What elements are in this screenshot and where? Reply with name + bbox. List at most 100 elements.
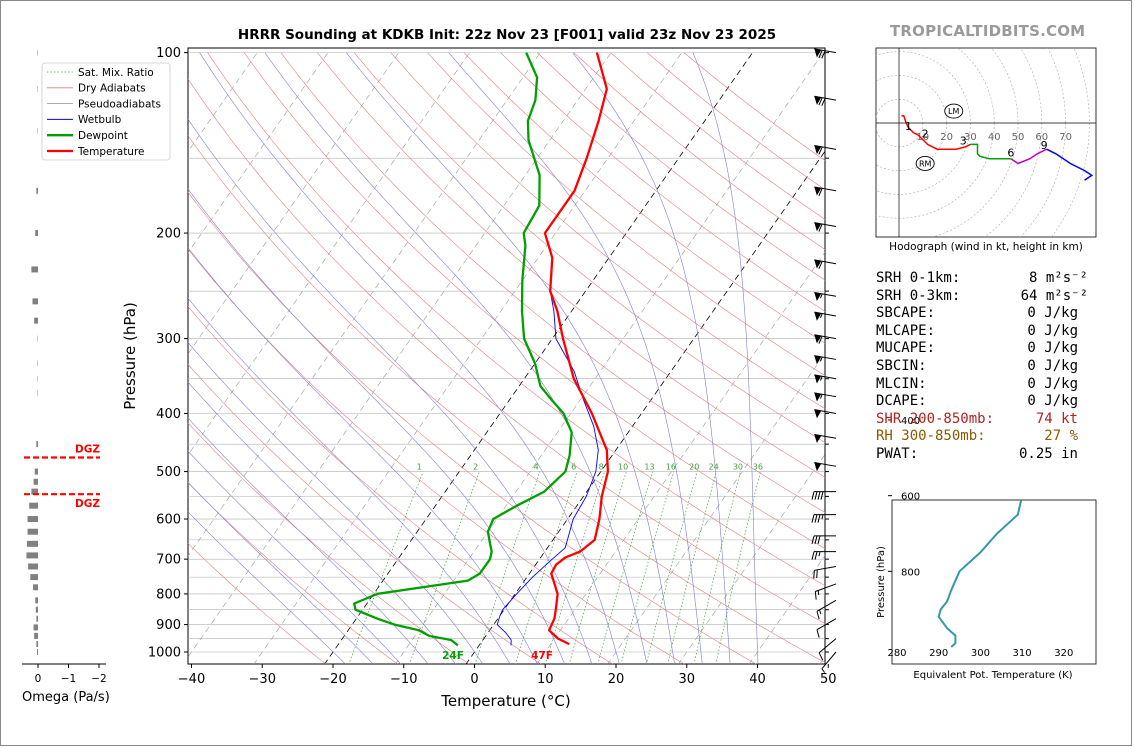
theta-e-y-label: Pressure (hPa)	[876, 546, 887, 618]
barb-staff	[814, 355, 837, 360]
parameter-label: SHR 200-850mb:	[876, 410, 995, 427]
y-tick-label: 600	[156, 513, 181, 528]
omega-bar	[37, 49, 38, 56]
wind-barb	[821, 651, 837, 673]
omega-bar	[27, 528, 38, 535]
omega-axis-label: Omega (Pa/s)	[22, 690, 110, 705]
hodograph-segment	[1046, 148, 1094, 181]
mixing-ratio-label: 2	[473, 463, 478, 472]
parameter-label: SBCIN:	[876, 357, 927, 374]
barb-full	[818, 188, 823, 197]
omega-bar	[35, 606, 38, 613]
dgz-label: DGZ	[75, 443, 100, 455]
barb-staff	[814, 374, 837, 380]
barb-staff	[815, 583, 837, 592]
barb-half	[818, 551, 821, 557]
hodograph-frame	[875, 47, 1097, 238]
omega-bar	[27, 516, 38, 523]
parameter-label: MUCAPE:	[876, 340, 936, 357]
parameter-label: SRH 0-3km:	[876, 287, 961, 304]
x-axis-label: Temperature (°C)	[440, 692, 570, 710]
mixing-ratio-line	[715, 471, 761, 664]
legend-label: Dry Adiabats	[78, 83, 146, 95]
mixing-ratio-label: 24	[709, 463, 719, 472]
barb-staff	[821, 651, 837, 670]
pseudoadiabat	[188, 118, 593, 664]
theta-e-inner	[937, 500, 1023, 648]
parameter-value: 27 %	[1044, 428, 1078, 445]
wind-barb	[811, 514, 836, 523]
mixing-ratio-line	[620, 471, 675, 664]
barb-full	[811, 535, 815, 544]
y-tick-label: 1000	[148, 646, 181, 661]
omega-bar	[37, 390, 38, 397]
dry-adiabat	[188, 306, 614, 664]
pseudoadiabat	[188, 511, 346, 664]
omega-bar	[35, 597, 38, 604]
hodograph-ring-label: 30	[964, 132, 977, 143]
pseudoadiabat	[345, 52, 675, 664]
hodograph-height-label: 9	[1041, 139, 1048, 152]
barb-full	[817, 535, 821, 544]
parameter-row: SRH 0-1km: 8 m²s⁻²	[876, 270, 1096, 288]
omega-bar	[37, 649, 38, 655]
omega-tick-label: 0	[35, 673, 42, 685]
barb-staff	[816, 599, 837, 612]
dry-adiabat	[188, 363, 542, 664]
hodograph-caption: Hodograph (wind in kt, height in km)	[889, 241, 1083, 253]
barb-half	[819, 313, 823, 318]
omega-bar	[37, 86, 38, 93]
theta-e-y-tick-label: 600	[901, 492, 920, 503]
theta-e-x-tick-label: 300	[971, 648, 990, 659]
parameter-row: PWAT: 0.25 in	[876, 446, 1096, 464]
barb-full	[811, 514, 815, 523]
theta-e-x-label: Equivalent Pot. Temperature (K)	[913, 670, 1072, 681]
mixing-ratio-line	[515, 471, 578, 664]
omega-bar	[34, 468, 38, 475]
parameter-value: 0 J/kg	[1027, 305, 1078, 322]
barb-staff	[814, 291, 837, 297]
y-axis-label: Pressure (hPa)	[121, 302, 139, 410]
chart-title: HRRR Sounding at KDKB Init: 22z Nov 23 […	[237, 27, 777, 43]
dry-adiabat	[427, 52, 825, 376]
omega-bar	[34, 632, 38, 639]
barb-full	[818, 97, 823, 106]
barb-pennant	[814, 312, 822, 321]
barb-pennant	[814, 186, 822, 196]
pseudoadiabat	[264, 52, 648, 664]
wind-barb	[814, 409, 837, 419]
mixing-ratio-line	[474, 471, 541, 664]
barb-pennant	[814, 222, 822, 232]
parameter-row: DCAPE: 0 J/kg	[876, 393, 1096, 411]
mixing-ratio-label: 20	[689, 463, 699, 472]
omega-bar	[34, 317, 38, 324]
mixing-ratio-label: 30	[733, 463, 743, 472]
mixing-ratio-label: 13	[644, 463, 654, 472]
surface-dewpoint-label: 24F	[442, 650, 464, 662]
hodograph-height-label: 3	[960, 134, 967, 147]
omega-tick-label: −2	[91, 673, 106, 685]
theta-e-x-tick-label: 320	[1054, 648, 1073, 659]
mixing-ratio-label: 4	[534, 463, 539, 472]
wind-barb	[814, 259, 837, 270]
hodograph-ring-label: 40	[988, 132, 1001, 143]
dry-adiabat	[500, 52, 825, 312]
wind-barb	[814, 355, 837, 365]
barb-full	[818, 146, 823, 155]
barb-pennant	[814, 374, 822, 384]
parameter-row: SBCIN: 0 J/kg	[876, 358, 1096, 376]
hodograph-marker-label: RM	[919, 159, 932, 168]
parameter-value: 74 kt	[1035, 410, 1078, 427]
barb-half	[817, 590, 820, 596]
mixing-ratio-line	[597, 471, 653, 664]
barb-full	[814, 491, 818, 500]
x-tick-label: −30	[249, 672, 276, 687]
omega-bar	[35, 230, 38, 237]
parameter-value: 64 m²s⁻²	[1020, 287, 1088, 304]
hodograph-ring-label: 20	[940, 132, 953, 143]
isotherm	[394, 52, 824, 664]
theta-e-frame	[891, 499, 1097, 665]
parameter-value: 0 J/kg	[1027, 357, 1078, 374]
x-tick-label: −10	[390, 672, 417, 687]
